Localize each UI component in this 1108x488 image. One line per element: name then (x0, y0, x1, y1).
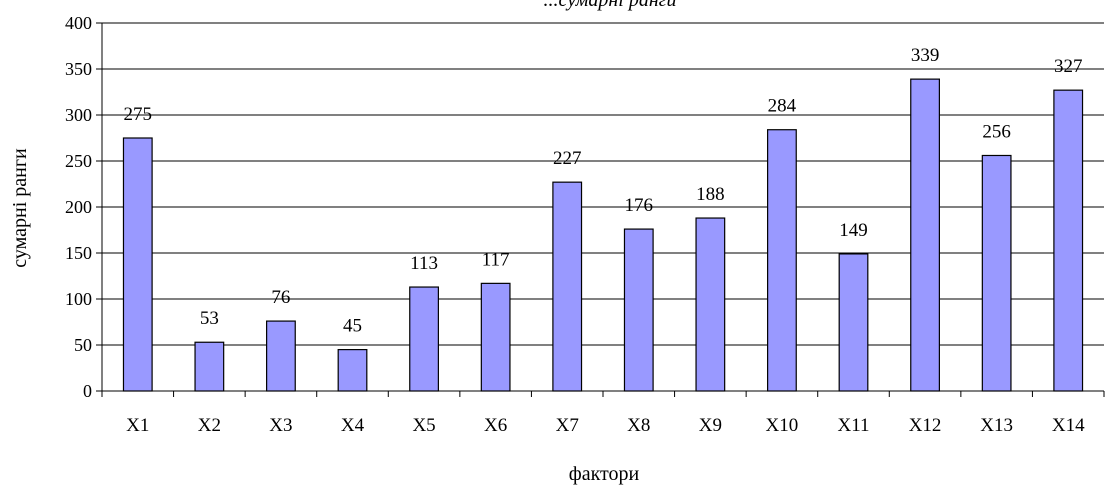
bar-x10 (767, 129, 797, 392)
bar-x6 (480, 282, 511, 392)
x-tick-label: X4 (341, 415, 365, 436)
data-label: 339 (911, 45, 940, 66)
data-labels: 275 53 76 45 113 117 227 176 188 284 149 339 256 327 (124, 45, 1083, 336)
data-label: 256 (982, 121, 1011, 142)
x-axis-title: фактори (569, 463, 640, 485)
y-tick-label: 400 (65, 13, 92, 33)
y-tick-label: 0 (83, 381, 92, 401)
data-label: 227 (553, 148, 582, 169)
y-tick-label: 250 (65, 151, 92, 171)
bar-x8 (623, 228, 654, 392)
x-tick-label: X11 (837, 415, 869, 436)
y-axis: 0 50 100 150 200 250 300 350 400 (65, 13, 103, 401)
x-tick-label: X7 (556, 415, 579, 436)
x-tick-label: X9 (699, 415, 722, 436)
bar-x12 (910, 78, 940, 392)
y-tick-label: 350 (65, 59, 92, 79)
x-axis: X1 X2 X3 X4 X5 X6 X7 X8 X9 X10 X11 X12 X13 X14 (101, 390, 1105, 436)
bar-x13 (981, 154, 1012, 392)
bar-x1 (122, 137, 153, 392)
data-label: 113 (410, 253, 438, 274)
bar-x9 (695, 217, 726, 392)
x-tick-label: X3 (269, 415, 292, 436)
bar-x4 (337, 349, 368, 392)
data-label: 284 (768, 96, 797, 117)
bars (122, 78, 1084, 392)
y-axis-title: сумарні ранги (9, 148, 31, 268)
data-label: 45 (343, 316, 362, 337)
bar-x7 (552, 181, 583, 392)
x-tick-label: X10 (766, 415, 799, 436)
y-tick-label: 300 (65, 105, 92, 125)
y-tick-label: 50 (74, 335, 92, 355)
data-label: 327 (1054, 56, 1083, 77)
data-label: 275 (124, 104, 153, 125)
x-tick-label: X13 (980, 415, 1013, 436)
x-tick-label: X6 (484, 415, 507, 436)
y-tick-label: 200 (65, 197, 92, 217)
x-tick-label: X8 (627, 415, 650, 436)
y-tick-label: 100 (65, 289, 92, 309)
data-label: 117 (482, 249, 510, 270)
x-tick-label: X12 (909, 415, 942, 436)
y-tick-label: 150 (65, 243, 92, 263)
x-tick-label: X14 (1052, 415, 1085, 436)
bar-x11 (838, 253, 869, 392)
data-label: 76 (271, 287, 290, 308)
x-tick-label: X2 (198, 415, 221, 436)
gridlines (102, 22, 1104, 346)
bar-x2 (194, 341, 225, 392)
bar-x5 (409, 286, 439, 392)
data-label: 53 (200, 308, 219, 329)
data-label: 176 (625, 195, 654, 216)
x-tick-label: X1 (126, 415, 149, 436)
bar-x3 (266, 320, 296, 392)
data-label: 188 (696, 184, 725, 205)
data-label: 149 (839, 220, 868, 241)
chart-title: ...сумарні ранги (543, 0, 676, 11)
bar-x14 (1053, 89, 1084, 392)
x-tick-label: X5 (412, 415, 435, 436)
